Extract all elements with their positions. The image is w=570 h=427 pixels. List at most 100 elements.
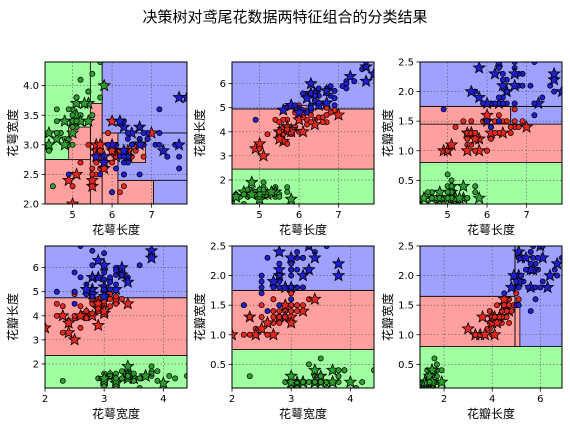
train-point-versicolor bbox=[270, 296, 277, 303]
plot-area bbox=[232, 62, 374, 204]
train-point-versicolor bbox=[246, 331, 253, 338]
y-axis-label: 花瓣长度 bbox=[5, 293, 20, 341]
train-point-versicolor bbox=[507, 124, 514, 131]
decision-region-virginica bbox=[420, 246, 516, 297]
train-point-setosa bbox=[97, 94, 104, 101]
train-point-virginica bbox=[124, 130, 131, 136]
test-point-setosa bbox=[244, 187, 259, 201]
train-point-setosa bbox=[69, 112, 76, 119]
train-point-virginica bbox=[527, 248, 534, 255]
test-point-setosa bbox=[456, 179, 471, 192]
test-point-versicolor bbox=[497, 292, 511, 305]
plot-area bbox=[420, 246, 562, 388]
test-point-virginica bbox=[507, 66, 522, 80]
train-point-virginica bbox=[107, 279, 114, 286]
subplot-4: 2 3 4 2 3 4 5 6 花萼宽度 花瓣长度 bbox=[5, 245, 188, 421]
y-tick-label: 6 bbox=[33, 263, 39, 274]
train-point-setosa bbox=[448, 183, 455, 190]
train-point-virginica bbox=[527, 82, 534, 89]
test-point-versicolor bbox=[121, 296, 135, 310]
train-point-versicolor bbox=[288, 290, 295, 297]
train-point-virginica bbox=[294, 248, 301, 255]
train-point-virginica bbox=[276, 272, 283, 279]
train-point-virginica bbox=[331, 95, 338, 102]
train-point-virginica bbox=[331, 102, 338, 109]
train-point-setosa bbox=[148, 363, 155, 370]
train-point-virginica bbox=[495, 64, 502, 71]
x-axis-label: 花萼宽度 bbox=[279, 406, 327, 421]
y-tick-label: 1.0 bbox=[398, 330, 414, 341]
test-point-setosa bbox=[420, 190, 431, 204]
train-point-virginica bbox=[113, 165, 119, 172]
train-point-setosa bbox=[49, 183, 56, 190]
train-point-virginica bbox=[53, 288, 60, 295]
test-point-setosa bbox=[308, 363, 322, 376]
test-point-virginica bbox=[359, 74, 373, 87]
train-point-virginica bbox=[539, 94, 546, 101]
train-point-virginica bbox=[327, 83, 334, 90]
train-point-versicolor bbox=[288, 302, 295, 309]
train-point-virginica bbox=[264, 308, 271, 315]
train-point-setosa bbox=[284, 189, 291, 195]
x-tick-label: 2 bbox=[42, 394, 48, 405]
train-point-virginica bbox=[503, 88, 510, 95]
decision-region-versicolor bbox=[514, 301, 521, 347]
test-point-virginica bbox=[464, 84, 479, 98]
train-point-setosa bbox=[300, 379, 306, 386]
train-point-virginica bbox=[288, 260, 295, 267]
train-point-setosa bbox=[448, 177, 455, 184]
test-point-versicolor bbox=[91, 318, 106, 332]
x-tick-label: 2 bbox=[441, 394, 447, 405]
train-point-virginica bbox=[311, 92, 318, 99]
x-tick-label: 4 bbox=[347, 394, 353, 405]
train-point-versicolor bbox=[284, 126, 291, 133]
train-point-setosa bbox=[130, 377, 137, 384]
train-point-virginica bbox=[531, 100, 538, 107]
train-point-versicolor bbox=[97, 147, 104, 154]
test-point-versicolor bbox=[97, 161, 111, 175]
train-point-versicolor bbox=[53, 300, 60, 307]
train-point-versicolor bbox=[89, 165, 96, 172]
x-tick-label: 7 bbox=[148, 210, 154, 221]
train-point-versicolor bbox=[303, 121, 310, 128]
x-tick-label: 4 bbox=[160, 394, 166, 405]
train-point-virginica bbox=[288, 266, 295, 273]
train-point-setosa bbox=[113, 375, 119, 382]
train-point-virginica bbox=[89, 274, 96, 281]
y-tick-label: 2 bbox=[220, 175, 226, 186]
train-point-virginica bbox=[363, 63, 370, 70]
train-point-setosa bbox=[130, 370, 137, 377]
train-point-virginica bbox=[109, 189, 116, 196]
train-point-virginica bbox=[264, 254, 271, 261]
train-point-virginica bbox=[118, 271, 125, 278]
train-point-virginica bbox=[136, 171, 143, 178]
test-point-versicolor bbox=[69, 167, 84, 181]
test-point-virginica bbox=[472, 90, 486, 104]
train-point-setosa bbox=[444, 171, 451, 178]
axes-frame bbox=[231, 61, 375, 205]
train-point-setosa bbox=[118, 375, 125, 382]
train-point-setosa bbox=[53, 106, 60, 113]
test-point-versicolor bbox=[308, 292, 322, 305]
train-point-versicolor bbox=[270, 314, 277, 320]
x-tick-label: 7 bbox=[335, 210, 341, 221]
test-point-virginica bbox=[507, 268, 521, 282]
figure-title: 决策树对鸢尾花数据两特征组合的分类结果 bbox=[142, 8, 428, 26]
x-tick-label: 6 bbox=[296, 210, 302, 221]
train-point-virginica bbox=[527, 308, 534, 315]
train-point-versicolor bbox=[258, 314, 265, 320]
train-point-versicolor bbox=[258, 302, 265, 309]
train-point-versicolor bbox=[472, 331, 479, 338]
test-point-versicolor bbox=[519, 119, 534, 133]
test-point-virginica bbox=[97, 155, 111, 169]
train-point-virginica bbox=[351, 78, 358, 85]
test-point-versicolor bbox=[460, 143, 475, 157]
train-point-virginica bbox=[89, 293, 96, 300]
y-tick-label: 3.0 bbox=[23, 140, 39, 151]
test-point-setosa bbox=[65, 125, 80, 139]
train-point-versicolor bbox=[494, 302, 500, 309]
train-point-setosa bbox=[256, 191, 263, 198]
decision-region-virginica bbox=[232, 62, 374, 110]
train-point-versicolor bbox=[503, 118, 510, 125]
test-point-setosa bbox=[81, 114, 96, 127]
